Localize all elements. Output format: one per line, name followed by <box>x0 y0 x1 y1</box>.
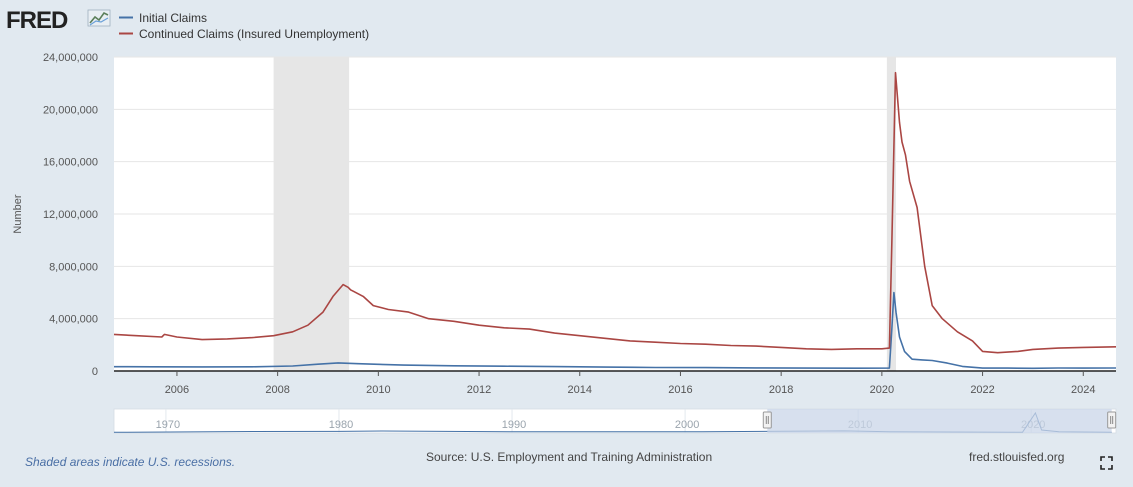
x-tick-label: 2008 <box>265 384 289 396</box>
site-link[interactable]: fred.stlouisfed.org <box>969 450 1064 464</box>
y-tick-label: 12,000,000 <box>43 209 98 221</box>
y-tick-label: 4,000,000 <box>49 314 98 326</box>
x-tick-label: 2014 <box>568 384 592 396</box>
navigator-tick-label: 1970 <box>156 419 180 431</box>
y-tick-label: 8,000,000 <box>49 261 98 273</box>
range-navigator[interactable]: 197019801990200020102020 <box>113 408 1117 434</box>
y-tick-label: 16,000,000 <box>43 157 98 169</box>
gridlines <box>114 56 1116 320</box>
fullscreen-icon[interactable] <box>1100 456 1113 470</box>
fred-logo[interactable]: FRED <box>6 7 111 34</box>
navigator-selection[interactable] <box>767 409 1112 433</box>
y-axis-title: Number <box>12 194 24 233</box>
fred-logo-text: FRED <box>6 7 68 34</box>
x-tick-label: 2010 <box>366 384 390 396</box>
series-line-initial-claims <box>113 291 1117 370</box>
navigator-handle-left[interactable] <box>762 411 772 429</box>
x-tick-label: 2016 <box>668 384 692 396</box>
series-lines <box>113 71 1117 370</box>
x-tick-label: 2012 <box>467 384 491 396</box>
navigator-tick-label: 2000 <box>675 419 699 431</box>
legend: Initial Claims Continued Claims (Insured… <box>119 11 369 41</box>
legend-label-continued-claims: Continued Claims (Insured Unemployment) <box>139 27 369 41</box>
navigator-tick-label: 1980 <box>329 419 353 431</box>
x-tick-label: 2018 <box>769 384 793 396</box>
navigator-handle-right[interactable] <box>1107 411 1117 429</box>
fred-logo-graph-icon <box>87 9 111 27</box>
legend-item-continued-claims[interactable]: Continued Claims (Insured Unemployment) <box>119 27 369 41</box>
x-tick-label: 2006 <box>165 384 189 396</box>
x-tick-label: 2022 <box>970 384 994 396</box>
navigator-tick-label: 1990 <box>502 419 526 431</box>
legend-label-initial-claims: Initial Claims <box>139 11 207 25</box>
recession-note: Shaded areas indicate U.S. recessions. <box>25 455 235 469</box>
x-axis-ticks: 2006 2008 2010 2012 2014 2016 2018 2020 2022 2024 <box>165 371 1096 396</box>
y-tick-label: 24,000,000 <box>43 52 98 64</box>
source-text: Source: U.S. Employment and Training Adm… <box>426 450 712 464</box>
y-tick-label: 0 <box>92 366 98 378</box>
x-tick-label: 2020 <box>870 384 894 396</box>
y-axis-ticks: 0 4,000,000 8,000,000 12,000,000 16,000,000 2… <box>43 52 98 378</box>
legend-item-initial-claims[interactable]: Initial Claims <box>119 11 207 25</box>
y-tick-label: 20,000,000 <box>43 104 98 116</box>
x-tick-label: 2024 <box>1071 384 1095 396</box>
series-line-continued-claims <box>113 71 1117 354</box>
